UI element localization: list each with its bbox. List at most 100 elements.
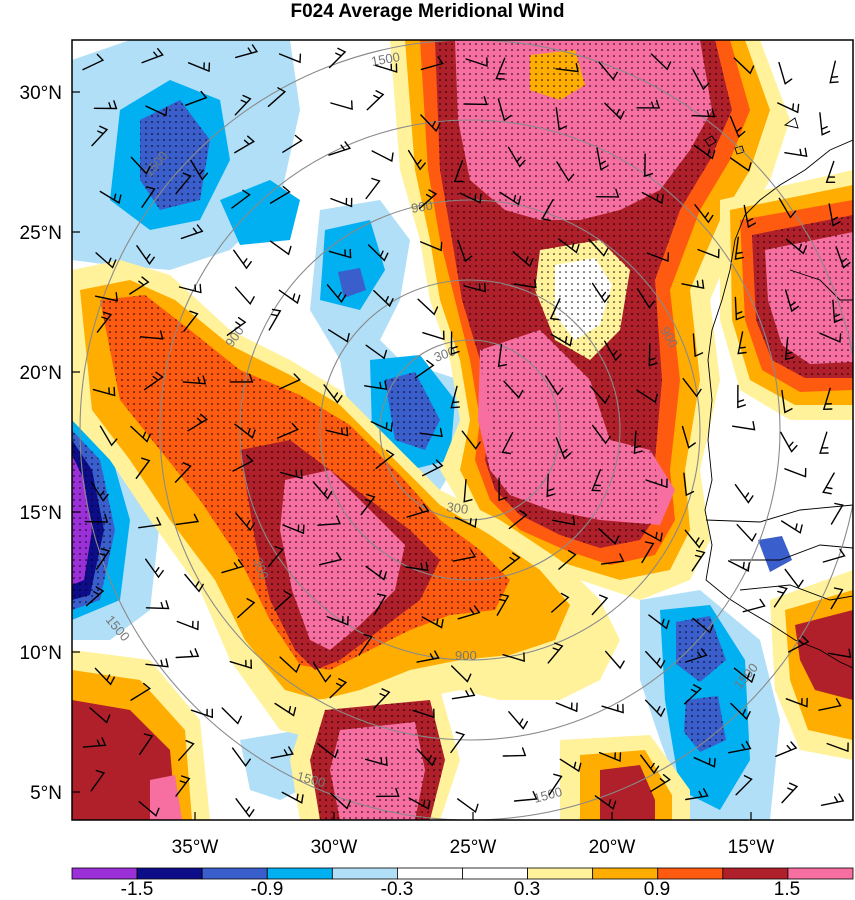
wind-barb — [366, 90, 385, 111]
colorbar-swatch — [136, 867, 203, 880]
wind-barb — [82, 737, 107, 748]
wind-barb — [190, 708, 213, 719]
lat-label: 25°N — [20, 223, 62, 244]
wind-barb — [418, 189, 438, 210]
wind-barb — [233, 249, 252, 270]
wind-barb — [145, 658, 169, 668]
ring-label: 900 — [455, 648, 477, 663]
wind-barb — [187, 62, 211, 73]
wind-barb — [636, 288, 655, 309]
lat-label: 10°N — [20, 643, 62, 664]
wind-barb — [558, 238, 580, 254]
wind-barb — [274, 702, 297, 717]
wind-barb — [548, 773, 563, 796]
wind-barb — [594, 795, 617, 810]
wind-barb — [835, 246, 851, 269]
wind-barb — [555, 63, 579, 73]
wind-barb — [822, 387, 833, 411]
ring-label: 300 — [250, 556, 272, 582]
wind-barb — [648, 614, 670, 630]
wind-barb — [781, 389, 793, 414]
colorbar-swatch — [527, 867, 594, 880]
wind-barb — [691, 549, 706, 572]
wind-barb — [829, 60, 839, 84]
wind-barb — [465, 57, 488, 67]
distance-rings — [79, 40, 853, 820]
colorbar-label: 1.5 — [774, 879, 800, 900]
wind-barb — [495, 57, 506, 80]
wind-barb — [591, 424, 611, 445]
wind-barb — [464, 96, 488, 106]
wind-barb — [270, 746, 294, 759]
wind-barb — [325, 426, 349, 437]
wind-barb — [828, 648, 852, 658]
wind-barb — [420, 241, 443, 252]
wind-barb — [419, 427, 443, 438]
wind-barb — [734, 296, 745, 321]
wind-barb — [650, 53, 672, 71]
wind-barb — [365, 756, 388, 767]
wind-barb — [412, 708, 435, 719]
wind-barb — [135, 457, 151, 479]
wind-barb — [822, 472, 835, 495]
wind-barb — [82, 53, 105, 71]
wind-barb — [365, 177, 381, 200]
lon-label: 15°W — [728, 837, 775, 858]
wind-barb — [644, 699, 666, 718]
wind-barb — [644, 153, 654, 178]
wind-barb — [145, 105, 168, 117]
lon-label: 25°W — [450, 837, 497, 858]
wind-barb — [733, 57, 755, 75]
wind-barb — [139, 330, 164, 340]
wind-barb — [828, 203, 841, 227]
wind-barb — [692, 617, 714, 634]
wind-barb — [235, 512, 256, 532]
wind-barb — [229, 373, 254, 383]
wind-barb — [326, 615, 349, 626]
wind-barb — [281, 791, 304, 804]
wind-barb — [373, 289, 394, 308]
wind-barb — [636, 389, 658, 404]
wind-barb — [270, 240, 292, 256]
wind-barb — [692, 68, 710, 91]
wind-barb — [558, 549, 577, 570]
ring-600 — [319, 279, 621, 581]
wind-barb — [546, 473, 556, 498]
lon-label: 35°W — [172, 837, 219, 858]
wind-barb — [591, 469, 602, 492]
wind-barb — [545, 375, 564, 396]
wind-barb — [684, 648, 708, 663]
wind-barb — [591, 282, 611, 304]
wind-barb — [736, 524, 757, 542]
wind-barb — [733, 667, 756, 684]
latitude-labels: 30°N 25°N 20°N 15°N 10°N 5°N — [20, 83, 62, 804]
wind-barb — [596, 147, 609, 171]
colorbar-label: -0.3 — [381, 879, 414, 900]
wind-barb — [183, 310, 199, 332]
wind-barb — [93, 100, 118, 110]
wind-barb — [645, 478, 668, 489]
wind-barb — [278, 53, 302, 64]
colorbar-labels: -1.5 -0.9 -0.3 0.3 0.9 1.5 — [121, 879, 801, 900]
wind-barb — [313, 662, 332, 683]
wind-barb — [457, 239, 473, 263]
wind-barb — [502, 652, 525, 662]
wind-barb — [420, 114, 441, 133]
wind-barb — [232, 454, 254, 472]
ring-label: 1500 — [532, 784, 564, 806]
wind-barb — [784, 147, 808, 158]
wind-barb — [416, 650, 440, 663]
wind-barb — [416, 748, 437, 767]
colorbar-label: -1.5 — [121, 879, 154, 900]
lat-label: 5°N — [30, 783, 62, 804]
wind-barb — [450, 385, 460, 409]
stipple-north — [435, 40, 732, 548]
wind-barb — [226, 317, 247, 336]
wind-barb — [501, 552, 521, 572]
wind-barb — [85, 586, 105, 607]
wind-barb — [96, 548, 111, 570]
plot-frame — [71, 39, 854, 821]
wind-barb — [636, 99, 661, 109]
wind-barb — [421, 616, 444, 629]
wind-barb — [555, 107, 568, 131]
